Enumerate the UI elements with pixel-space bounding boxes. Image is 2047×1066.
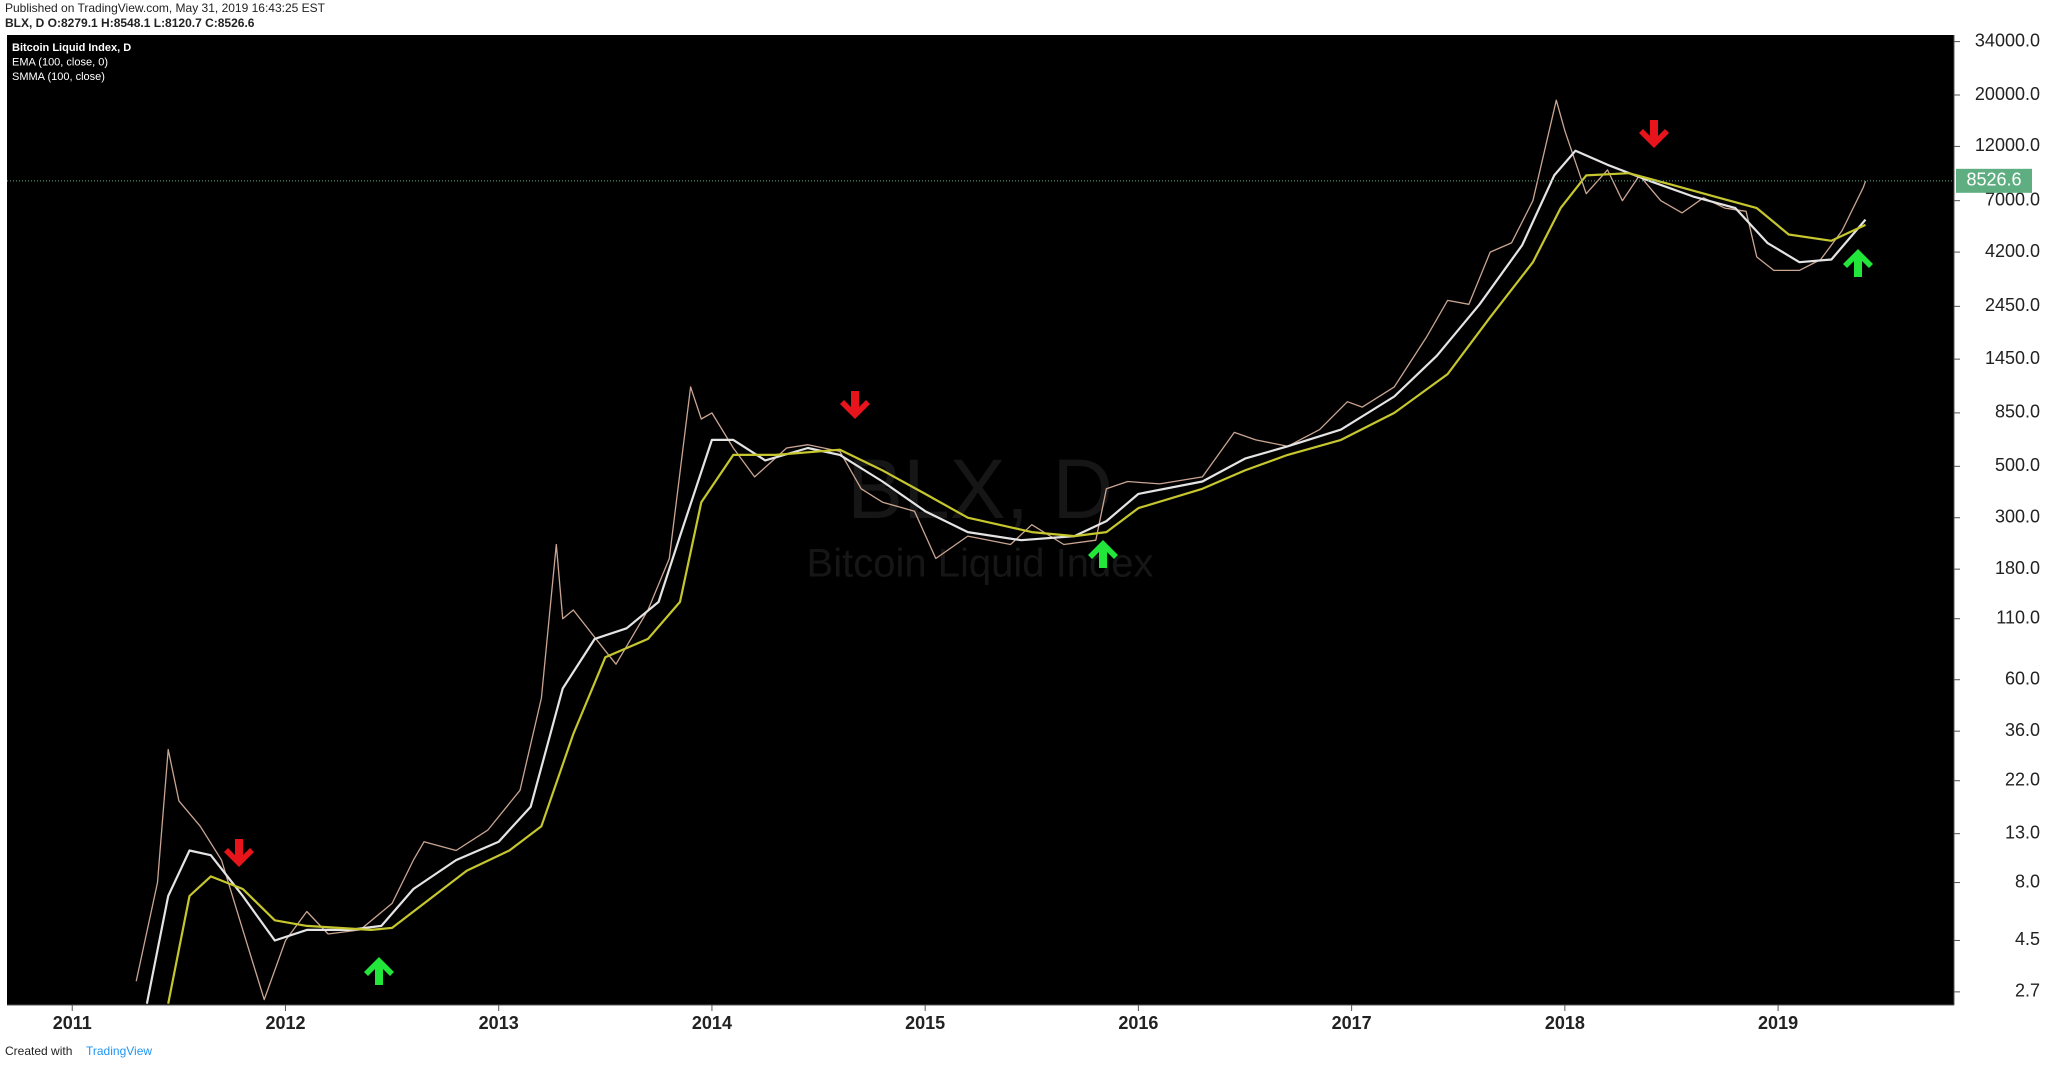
y-tick-label: 34000.0 xyxy=(1975,30,2040,50)
down-arrow xyxy=(224,839,254,867)
y-tick-label: 22.0 xyxy=(2005,769,2040,789)
footer-brand: TradingView xyxy=(86,1044,152,1058)
y-tick-label: 13.0 xyxy=(2005,822,2040,842)
x-tick-label: 2014 xyxy=(692,1013,732,1033)
watermark: BLX, D xyxy=(847,442,1113,536)
y-tick-label: 300.0 xyxy=(1995,506,2040,526)
y-tick-label: 2.7 xyxy=(2015,981,2040,1001)
y-tick-label: 8.0 xyxy=(2015,871,2040,891)
y-tick-label: 12000.0 xyxy=(1975,135,2040,155)
ohlc-line: BLX, D O:8279.1 H:8548.1 L:8120.7 C:8526… xyxy=(5,16,255,30)
y-tick-label: 4.5 xyxy=(2015,929,2040,949)
down-arrow xyxy=(840,391,870,419)
legend: Bitcoin Liquid Index, D EMA (100, close, … xyxy=(12,42,131,83)
y-tick-label: 7000.0 xyxy=(1985,189,2040,209)
indicator-line xyxy=(145,149,1867,1004)
y-tick-label: 850.0 xyxy=(1995,402,2040,422)
x-tick-label: 2016 xyxy=(1118,1013,1158,1033)
x-tick-label: 2015 xyxy=(905,1013,945,1033)
footer: Created with xyxy=(5,1044,72,1058)
price-line xyxy=(135,99,1867,1001)
y-tick-label: 36.0 xyxy=(2005,720,2040,740)
up-arrows xyxy=(364,249,1873,985)
up-arrow xyxy=(1843,249,1873,277)
y-tick-label: 2450.0 xyxy=(1985,295,2040,315)
legend-entry: EMA (100, close, 0) xyxy=(12,56,108,68)
last-value-box xyxy=(1956,168,2032,193)
y-tick-label: 180.0 xyxy=(1995,558,2040,578)
x-tick-label: 2017 xyxy=(1332,1013,1372,1033)
legend-entry: SMMA (100, close) xyxy=(12,71,105,83)
y-tick-label: 1450.0 xyxy=(1985,348,2040,368)
y-tick-label: 20000.0 xyxy=(1975,84,2040,104)
legend-entry: Bitcoin Liquid Index, D xyxy=(12,42,131,54)
last-value-label: 8526.6 xyxy=(1966,170,2021,190)
x-tick-label: 2013 xyxy=(479,1013,519,1033)
down-arrows xyxy=(224,120,1669,867)
published-note: Published on TradingView.com, May 31, 20… xyxy=(5,1,326,15)
x-tick-label: 2019 xyxy=(1758,1013,1798,1033)
y-tick-label: 110.0 xyxy=(1996,607,2040,627)
up-arrow xyxy=(1088,540,1118,568)
plot-layer xyxy=(135,99,1867,1004)
x-tick-label: 2012 xyxy=(265,1013,305,1033)
y-tick-label: 4200.0 xyxy=(1985,241,2040,261)
indicator-line xyxy=(167,172,1866,1004)
y-tick-label: 500.0 xyxy=(1995,455,2040,475)
x-tick-label: 2011 xyxy=(53,1013,92,1033)
up-arrow xyxy=(364,957,394,985)
down-arrow xyxy=(1639,120,1669,148)
y-tick-label: 60.0 xyxy=(2005,668,2040,688)
x-tick-label: 2018 xyxy=(1545,1013,1585,1033)
